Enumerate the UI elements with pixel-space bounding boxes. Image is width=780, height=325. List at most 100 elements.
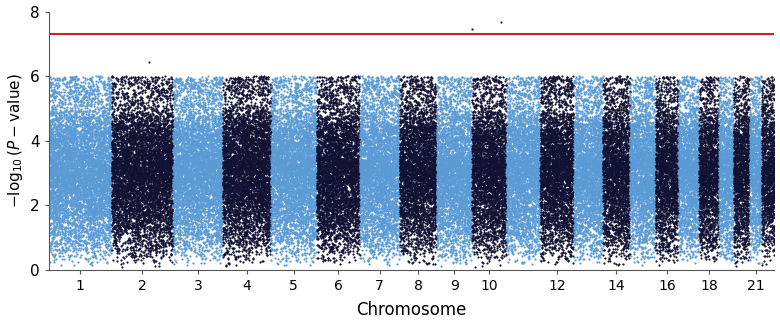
Point [627,123,640,128]
Point [560,205,573,211]
Point [44,140,56,145]
Point [557,172,569,177]
Point [675,142,687,148]
Point [172,140,184,145]
Point [480,181,493,187]
Point [673,169,686,174]
Point [652,174,665,179]
Point [406,129,419,134]
Point [427,225,440,230]
Point [198,204,211,209]
Point [186,190,199,195]
Point [573,171,586,176]
Point [509,177,522,182]
Point [198,162,211,167]
Point [644,115,656,121]
Point [236,123,249,128]
Point [735,225,747,230]
Point [318,160,331,165]
Point [343,207,356,212]
Point [242,118,254,123]
Point [307,172,320,177]
Point [652,233,665,238]
Point [258,163,271,168]
Point [512,141,525,146]
Point [587,138,599,143]
Point [144,118,157,123]
Point [600,225,612,230]
Point [133,198,146,203]
Point [163,166,176,171]
Point [170,219,183,224]
Point [578,173,590,178]
Point [746,179,759,184]
Point [99,252,112,257]
Point [191,226,204,231]
Point [446,156,459,161]
Point [66,150,79,156]
Point [351,160,363,165]
Point [655,149,668,154]
Point [749,74,761,80]
Point [490,179,502,184]
Point [370,173,383,178]
Point [308,140,321,145]
Point [749,145,761,150]
Point [629,159,642,164]
Point [395,172,408,177]
Point [268,162,280,167]
Point [292,166,305,171]
Point [387,113,399,118]
Point [285,138,297,143]
Point [694,169,707,174]
Point [199,182,211,187]
Point [154,206,166,211]
Point [278,77,290,82]
Point [649,206,661,211]
Point [336,152,349,158]
Point [221,181,233,187]
Point [744,150,757,155]
Point [506,180,519,186]
Point [302,157,314,162]
Point [661,159,673,164]
Point [300,119,312,124]
Point [157,165,169,170]
Point [339,154,352,159]
Point [276,204,289,209]
Point [564,140,576,145]
Point [109,216,122,222]
Point [55,147,68,152]
Point [502,137,515,142]
Point [503,90,516,95]
Point [384,224,396,229]
Point [459,145,471,150]
Point [129,140,141,146]
Point [629,185,641,190]
Point [199,139,211,144]
Point [634,204,647,209]
Point [94,112,107,117]
Point [706,161,718,166]
Point [46,126,58,131]
Point [505,156,518,162]
Point [279,187,292,192]
Point [239,178,252,183]
Point [732,135,745,140]
Point [505,160,517,165]
Point [113,234,126,240]
Point [524,128,537,133]
Point [179,221,192,226]
Point [740,139,753,145]
Point [124,133,136,138]
Point [71,199,83,204]
Point [356,195,369,201]
Point [447,174,459,179]
Point [246,88,258,94]
Point [644,157,657,162]
Point [473,153,485,158]
Point [98,163,110,168]
Point [639,153,651,158]
Point [627,168,640,173]
Point [297,169,310,174]
